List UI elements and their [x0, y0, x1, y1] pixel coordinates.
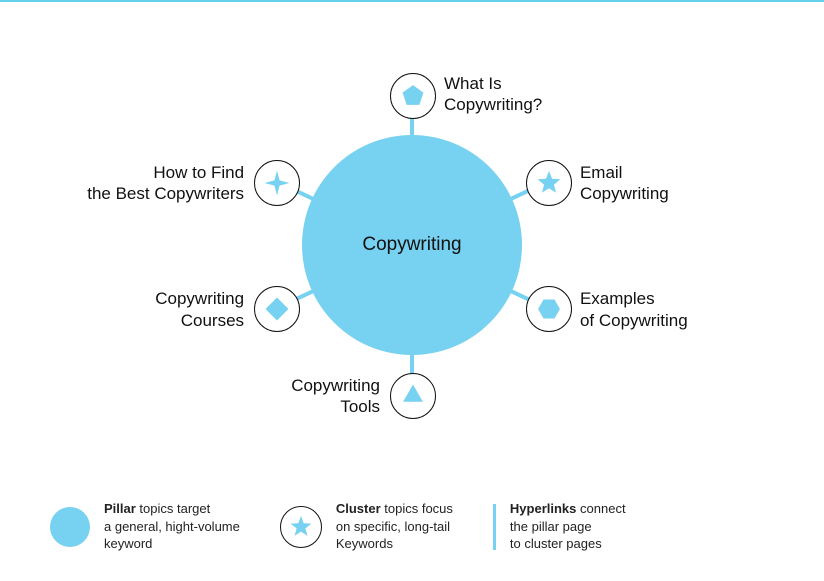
- diamond-icon: [264, 296, 290, 322]
- cluster-node-courses: [254, 286, 300, 332]
- pillar-circle: Copywriting: [302, 135, 522, 355]
- legend-cluster: Cluster topics focus on specific, long-t…: [280, 500, 453, 553]
- sparkle-icon: [264, 170, 290, 196]
- hyperlink-divider-icon: [493, 504, 496, 550]
- star-icon: [536, 170, 562, 196]
- cluster-node-tools: [390, 373, 436, 419]
- cluster-label-examples: Examples of Copywriting: [580, 288, 688, 331]
- legend-pillar-text: Pillar topics target a general, hight-vo…: [104, 500, 240, 553]
- cluster-label-email: Email Copywriting: [580, 162, 669, 205]
- cluster-node-email: [526, 160, 572, 206]
- cluster-label-what-is: What Is Copywriting?: [444, 73, 542, 116]
- top-rule: [0, 0, 824, 2]
- cluster-label-courses: Copywriting Courses: [155, 288, 244, 331]
- diagram-canvas: Copywriting What Is Copywriting? Email Co…: [0, 0, 824, 581]
- cluster-label-find: How to Find the Best Copywriters: [87, 162, 244, 205]
- legend-links: Hyperlinks connect the pillar page to cl…: [493, 500, 626, 553]
- legend-cluster-text: Cluster topics focus on specific, long-t…: [336, 500, 453, 553]
- cluster-node-find: [254, 160, 300, 206]
- hexagon-icon: [536, 296, 562, 322]
- cluster-label-tools: Copywriting Tools: [291, 375, 380, 418]
- legend-links-text: Hyperlinks connect the pillar page to cl…: [510, 500, 626, 553]
- pillar-swatch-icon: [50, 507, 90, 547]
- cluster-node-what-is: [390, 73, 436, 119]
- pillar-label: Copywriting: [362, 234, 461, 256]
- legend: Pillar topics target a general, hight-vo…: [50, 500, 784, 553]
- cluster-swatch-icon: [280, 506, 322, 548]
- pentagon-icon: [400, 83, 426, 109]
- legend-pillar: Pillar topics target a general, hight-vo…: [50, 500, 240, 553]
- cluster-node-examples: [526, 286, 572, 332]
- triangle-icon: [400, 383, 426, 409]
